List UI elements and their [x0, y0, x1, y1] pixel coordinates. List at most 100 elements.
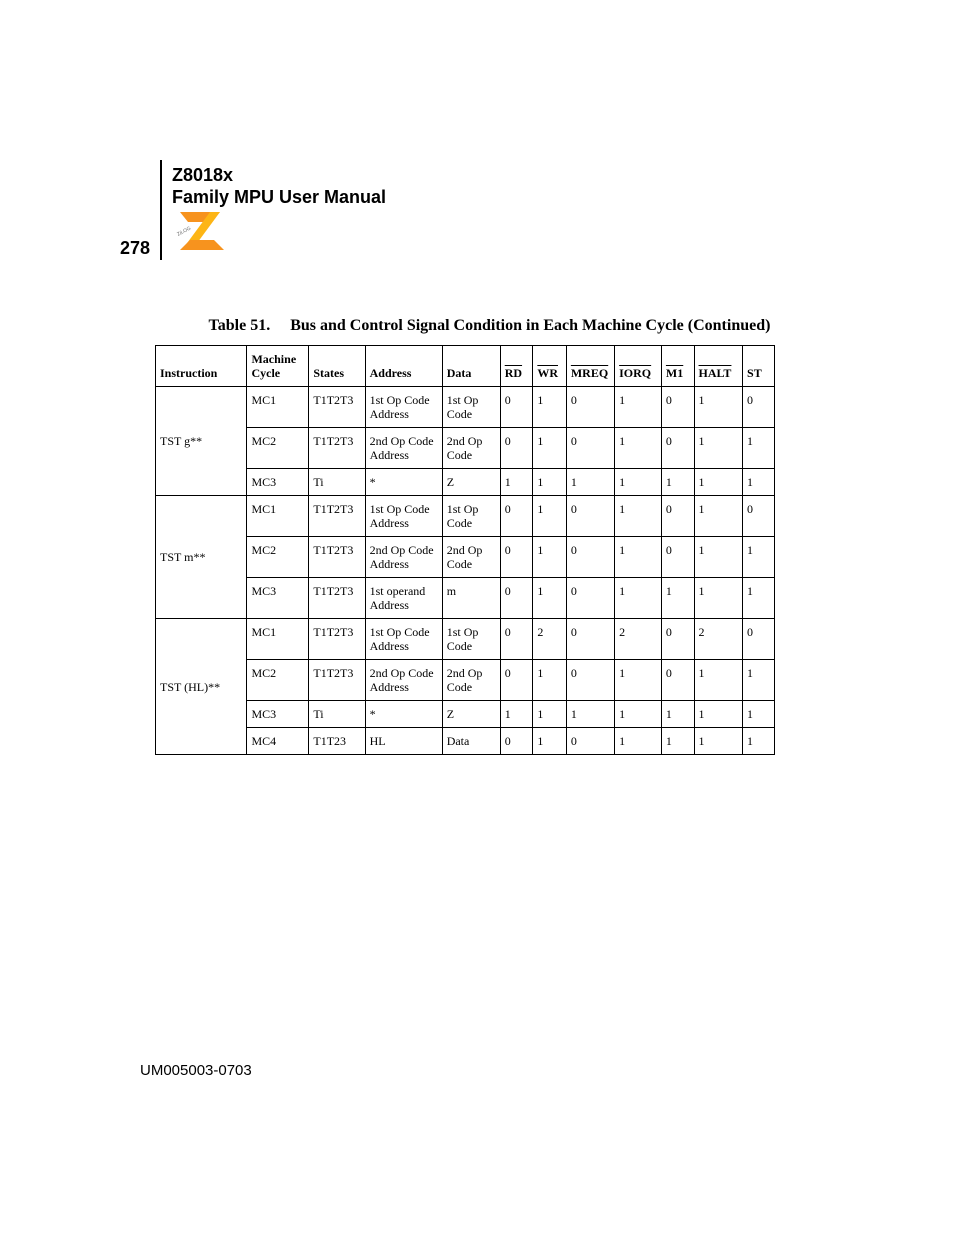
- wr-cell: 1: [533, 578, 567, 619]
- col-header-rd: RD: [500, 346, 533, 387]
- wr-cell: 1: [533, 701, 567, 728]
- address-cell: *: [365, 701, 442, 728]
- rd-cell: 0: [500, 537, 533, 578]
- mreq-cell: 1: [566, 701, 614, 728]
- address-cell: *: [365, 469, 442, 496]
- halt-cell: 1: [694, 469, 743, 496]
- instruction-cell: TST m**: [156, 496, 247, 619]
- product-title-line2: Family MPU User Manual: [172, 186, 386, 208]
- m1-cell: 0: [661, 660, 694, 701]
- table-row: MC2T1T2T32nd Op Code Address2nd Op Code0…: [156, 428, 775, 469]
- states-cell: T1T2T3: [309, 537, 365, 578]
- halt-cell: 1: [694, 387, 743, 428]
- wr-cell: 2: [533, 619, 567, 660]
- data-cell: 1st Op Code: [442, 496, 500, 537]
- address-cell: 2nd Op Code Address: [365, 428, 442, 469]
- signal-table-body: TST g**MC1T1T2T31st Op Code Address1st O…: [156, 387, 775, 755]
- halt-cell: 2: [694, 619, 743, 660]
- mc-cell: MC2: [247, 428, 309, 469]
- halt-cell: 1: [694, 537, 743, 578]
- m1-cell: 0: [661, 619, 694, 660]
- states-cell: Ti: [309, 701, 365, 728]
- halt-cell: 1: [694, 578, 743, 619]
- m1-cell: 0: [661, 428, 694, 469]
- iorq-cell: 1: [615, 578, 662, 619]
- col-header-m1: M1: [661, 346, 694, 387]
- wr-cell: 1: [533, 387, 567, 428]
- states-cell: T1T23: [309, 728, 365, 755]
- iorq-cell: 1: [615, 701, 662, 728]
- states-cell: Ti: [309, 469, 365, 496]
- wr-cell: 1: [533, 496, 567, 537]
- table-row: MC2T1T2T32nd Op Code Address2nd Op Code0…: [156, 660, 775, 701]
- svg-text:ZiLOG: ZiLOG: [176, 226, 192, 238]
- m1-cell: 1: [661, 728, 694, 755]
- footer-doc-number: UM005003-0703: [140, 1062, 252, 1079]
- mreq-cell: 0: [566, 496, 614, 537]
- address-cell: HL: [365, 728, 442, 755]
- data-cell: 1st Op Code: [442, 387, 500, 428]
- page-number: 278: [120, 238, 150, 259]
- states-cell: T1T2T3: [309, 496, 365, 537]
- signal-table: Instruction Machine Cycle States Address…: [155, 345, 775, 755]
- address-cell: 1st Op Code Address: [365, 619, 442, 660]
- mreq-cell: 0: [566, 578, 614, 619]
- mc-cell: MC1: [247, 496, 309, 537]
- rd-cell: 0: [500, 619, 533, 660]
- wr-cell: 1: [533, 660, 567, 701]
- states-cell: T1T2T3: [309, 660, 365, 701]
- table-row: MC4T1T23HLData0101111: [156, 728, 775, 755]
- product-title-line1: Z8018x: [172, 164, 386, 186]
- mreq-cell: 0: [566, 537, 614, 578]
- iorq-cell: 2: [615, 619, 662, 660]
- iorq-cell: 1: [615, 660, 662, 701]
- rd-cell: 0: [500, 728, 533, 755]
- col-header-mreq: MREQ: [566, 346, 614, 387]
- mreq-cell: 0: [566, 660, 614, 701]
- col-header-halt: HALT: [694, 346, 743, 387]
- address-cell: 1st operand Address: [365, 578, 442, 619]
- mc-cell: MC4: [247, 728, 309, 755]
- st-cell: 1: [743, 578, 775, 619]
- halt-cell: 1: [694, 728, 743, 755]
- mreq-cell: 0: [566, 728, 614, 755]
- data-cell: 2nd Op Code: [442, 660, 500, 701]
- col-header-iorq-text: IORQ: [619, 366, 651, 380]
- col-header-data: Data: [442, 346, 500, 387]
- data-cell: Z: [442, 469, 500, 496]
- halt-cell: 1: [694, 701, 743, 728]
- col-header-machine-cycle-l2: Cycle: [251, 366, 280, 380]
- col-header-halt-text: HALT: [699, 366, 732, 380]
- header-vertical-rule: [160, 160, 162, 260]
- st-cell: 0: [743, 387, 775, 428]
- document-page: Z8018x Family MPU User Manual 278 ZiLOG …: [0, 0, 954, 1235]
- table-caption-title: Bus and Control Signal Condition in Each…: [290, 317, 770, 334]
- col-header-iorq: IORQ: [615, 346, 662, 387]
- table-caption-label: Table 51.: [209, 317, 271, 334]
- m1-cell: 0: [661, 387, 694, 428]
- wr-cell: 1: [533, 428, 567, 469]
- m1-cell: 0: [661, 496, 694, 537]
- halt-cell: 1: [694, 496, 743, 537]
- table-row: TST g**MC1T1T2T31st Op Code Address1st O…: [156, 387, 775, 428]
- rd-cell: 0: [500, 428, 533, 469]
- rd-cell: 0: [500, 660, 533, 701]
- table-caption: Table 51. Bus and Control Signal Conditi…: [165, 317, 814, 335]
- m1-cell: 1: [661, 469, 694, 496]
- rd-cell: 0: [500, 578, 533, 619]
- st-cell: 1: [743, 428, 775, 469]
- mc-cell: MC2: [247, 537, 309, 578]
- states-cell: T1T2T3: [309, 578, 365, 619]
- col-header-states: States: [309, 346, 365, 387]
- m1-cell: 1: [661, 701, 694, 728]
- mc-cell: MC2: [247, 660, 309, 701]
- iorq-cell: 1: [615, 428, 662, 469]
- mc-cell: MC3: [247, 701, 309, 728]
- table-row: TST m**MC1T1T2T31st Op Code Address1st O…: [156, 496, 775, 537]
- address-cell: 2nd Op Code Address: [365, 660, 442, 701]
- table-header-row: Instruction Machine Cycle States Address…: [156, 346, 775, 387]
- iorq-cell: 1: [615, 728, 662, 755]
- mreq-cell: 1: [566, 469, 614, 496]
- zilog-logo-icon: ZiLOG: [170, 206, 228, 258]
- table-row: MC3Ti*Z1111111: [156, 469, 775, 496]
